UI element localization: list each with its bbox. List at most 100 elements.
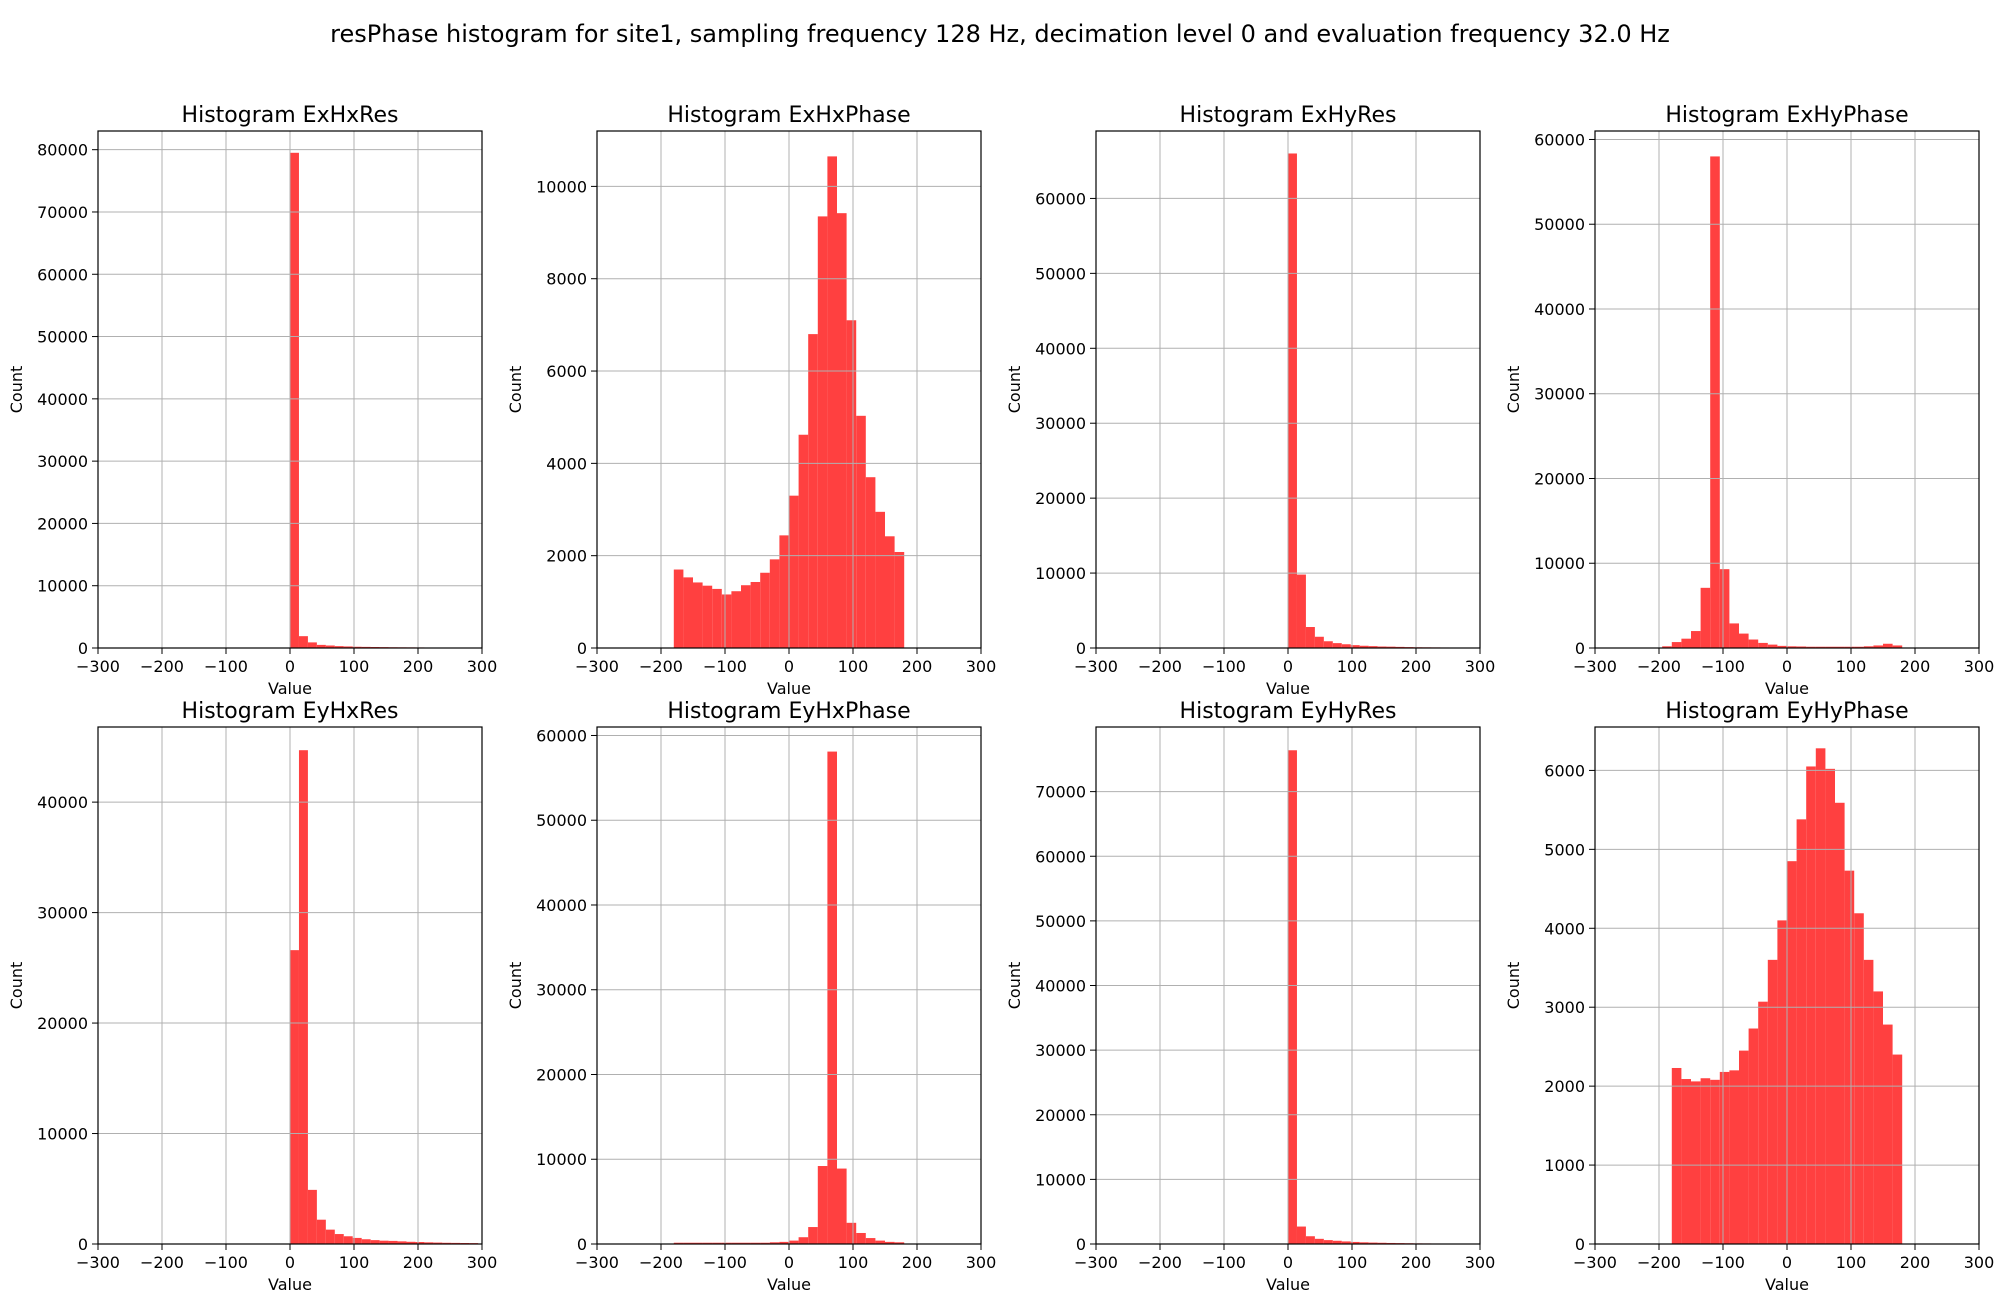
histogram-bar <box>298 636 308 648</box>
histogram-bar <box>1796 646 1807 648</box>
x-tick-label: 0 <box>784 1253 794 1272</box>
histogram-bar <box>1806 766 1816 1244</box>
histogram-panel-1: −300 −200 −100 0 100 200 300 0 10000 20000 30000 40… <box>7 103 497 698</box>
x-tick-label: 200 <box>902 1253 933 1272</box>
panel-title: Histogram EyHxRes <box>182 699 399 724</box>
x-tick-label: 300 <box>1465 657 1496 676</box>
histogram-bar <box>361 1239 371 1244</box>
y-tick-label: 40000 <box>37 390 88 409</box>
histogram-bar <box>741 1242 751 1244</box>
panel-title: Histogram ExHxRes <box>182 103 399 128</box>
y-tick-label: 2000 <box>1544 1077 1585 1096</box>
histogram-bar <box>856 1232 866 1244</box>
y-tick-label: 1000 <box>1544 1156 1585 1175</box>
histogram-bar <box>798 1237 809 1244</box>
y-tick-label: 10000 <box>1035 1170 1086 1189</box>
histogram-bar <box>789 1240 799 1244</box>
y-axis-label: Count <box>1504 366 1523 414</box>
histogram-bar <box>1305 627 1315 648</box>
y-tick-label: 60000 <box>536 726 587 745</box>
histogram-bar <box>290 950 299 1244</box>
histogram-bar <box>1662 646 1672 648</box>
y-tick-label: 60000 <box>1035 847 1086 866</box>
y-tick-label: 50000 <box>1035 264 1086 283</box>
histogram-bar <box>1691 1081 1701 1244</box>
histogram-bar <box>846 320 857 648</box>
x-axis-label: Value <box>767 679 811 698</box>
x-tick-label: 200 <box>403 1253 434 1272</box>
histogram-bar <box>1787 861 1797 1244</box>
histogram-bar <box>760 572 770 648</box>
histogram-bar <box>837 213 847 648</box>
histogram-bar <box>1314 636 1324 648</box>
histogram-panel-7: −300 −200 −100 0 100 200 300 0 10000 20000 30000 40… <box>1005 699 1495 1294</box>
x-tick-label: −300 <box>1573 657 1617 676</box>
x-tick-label: 200 <box>1900 657 1931 676</box>
histogram-bar <box>1758 1001 1768 1244</box>
y-tick-label: 40000 <box>1035 339 1086 358</box>
histogram-bar <box>1296 574 1306 648</box>
histogram-bar <box>1305 1236 1315 1244</box>
histogram-bar <box>673 1242 684 1244</box>
histogram-bar <box>693 1242 703 1244</box>
histogram-bar <box>1323 1240 1333 1244</box>
histogram-bar <box>1719 569 1730 648</box>
y-tick-label: 30000 <box>1035 414 1086 433</box>
histogram-bar <box>1883 1024 1893 1244</box>
histogram-bar <box>290 152 299 648</box>
histogram-bar <box>352 646 362 648</box>
panel-title: Histogram EyHyRes <box>1180 699 1397 724</box>
histogram-bar <box>316 1219 326 1244</box>
y-tick-label: 0 <box>1076 639 1086 658</box>
histogram-bar <box>1368 646 1378 648</box>
histogram-bar <box>683 1242 693 1244</box>
histogram-bar <box>885 1241 895 1244</box>
histogram-bar <box>817 216 828 648</box>
x-tick-label: −200 <box>1637 657 1681 676</box>
x-tick-label: −200 <box>1138 657 1182 676</box>
x-axis-label: Value <box>1765 679 1809 698</box>
y-axis-label: Count <box>1005 366 1024 414</box>
histogram-bar <box>1854 646 1864 648</box>
histogram-bar <box>1691 631 1701 648</box>
histogram-bar <box>1341 1241 1351 1244</box>
histogram-bar <box>1892 1054 1903 1244</box>
histogram-bar <box>325 645 335 648</box>
histogram-bar <box>856 415 866 648</box>
y-tick-label: 50000 <box>1035 912 1086 931</box>
histogram-bar <box>827 156 837 648</box>
x-tick-label: −100 <box>1202 657 1246 676</box>
histogram-bar <box>1377 1242 1387 1244</box>
x-tick-label: −100 <box>703 1253 747 1272</box>
x-tick-label: 200 <box>403 657 434 676</box>
histogram-bar <box>307 1189 317 1244</box>
histogram-bar <box>721 594 732 648</box>
histogram-bar <box>1368 1242 1378 1244</box>
x-tick-label: −100 <box>1701 657 1745 676</box>
y-axis-label: Count <box>506 962 525 1010</box>
histogram-bar <box>1671 1067 1682 1244</box>
x-tick-label: 300 <box>1964 1253 1995 1272</box>
histogram-bar <box>1700 1078 1711 1244</box>
histogram-bar <box>352 1237 362 1244</box>
histogram-bar <box>415 1242 425 1244</box>
histogram-bar <box>760 1242 770 1244</box>
x-tick-label: 100 <box>1337 657 1368 676</box>
histogram-bar <box>406 1241 416 1244</box>
x-tick-label: 200 <box>1401 657 1432 676</box>
y-tick-label: 6000 <box>1544 761 1585 780</box>
y-tick-label: 60000 <box>1534 130 1585 149</box>
x-tick-label: 0 <box>285 657 295 676</box>
histogram-bar <box>442 1242 452 1244</box>
histogram-bar <box>307 642 317 648</box>
x-tick-label: −200 <box>1637 1253 1681 1272</box>
histogram-bar <box>865 477 876 648</box>
y-tick-label: 40000 <box>1534 300 1585 319</box>
histogram-bar <box>1815 646 1826 648</box>
y-tick-label: 10000 <box>37 1125 88 1144</box>
histogram-bar <box>1748 639 1759 648</box>
y-tick-label: 0 <box>577 1235 587 1254</box>
histogram-bar <box>1681 1079 1691 1244</box>
histogram-bar <box>702 1242 713 1244</box>
histogram-bar <box>702 585 713 648</box>
